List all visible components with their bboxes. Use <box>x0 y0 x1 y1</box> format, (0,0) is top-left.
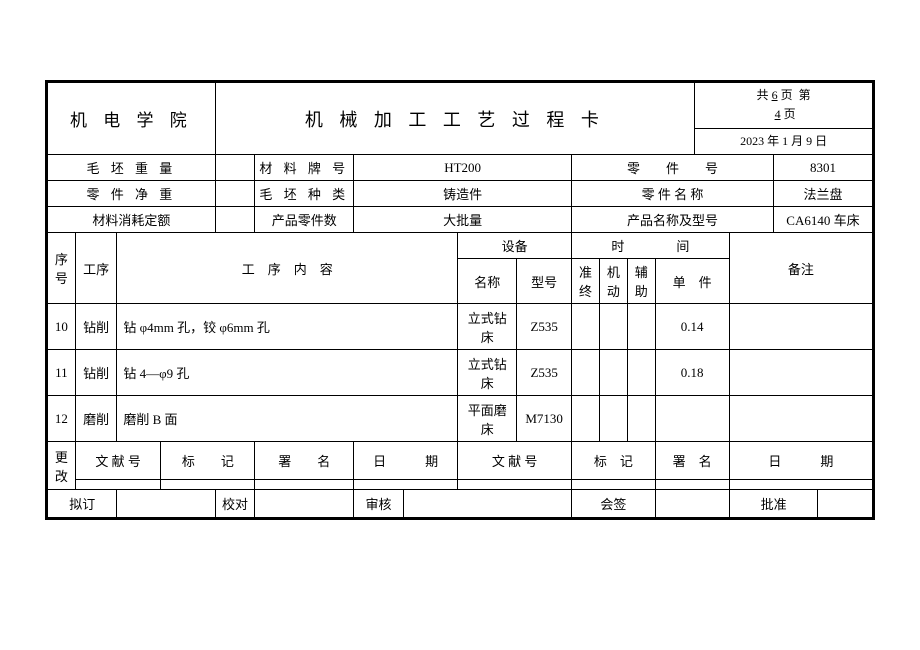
foot-approve-label: 批准 <box>729 490 818 518</box>
col-t1: 准终 <box>572 259 600 304</box>
change-mark-label: 标 记 <box>161 442 255 480</box>
material-code-value: HT200 <box>354 155 572 181</box>
col-equip-model: 型号 <box>517 259 572 304</box>
col-t4: 单 件 <box>655 259 729 304</box>
blank-type-value: 铸造件 <box>354 181 572 207</box>
prod-count-label: 产品零件数 <box>255 207 354 233</box>
foot-draft-label: 拟订 <box>48 490 117 518</box>
foot-cosign-value <box>655 490 729 518</box>
school-name: 机 电 学 院 <box>48 83 216 155</box>
col-seq: 序号 <box>48 233 76 304</box>
net-weight-value <box>215 181 255 207</box>
col-time: 时 间 <box>572 233 730 259</box>
blank-type-label: 毛 坯 种 类 <box>255 181 354 207</box>
prod-model-value: CA6140 车床 <box>773 207 872 233</box>
foot-approve-value <box>818 490 873 518</box>
card-code: 8301 <box>773 155 872 181</box>
foot-proof-value <box>255 490 354 518</box>
change-date2-label: 日 期 <box>729 442 872 480</box>
date: 2023 年 1 月 9 日 <box>695 128 873 154</box>
card-title: 机 械 加 工 工 艺 过 程 卡 <box>215 83 694 155</box>
blank-weight-label: 毛 坯 重 量 <box>48 155 216 181</box>
col-op: 工序 <box>75 233 117 304</box>
foot-review-label: 审核 <box>354 490 404 518</box>
col-content: 工 序 内 容 <box>117 233 458 304</box>
part-no-label: 零 件 号 <box>572 155 774 181</box>
change-date-label: 日 期 <box>354 442 458 480</box>
foot-cosign-label: 会签 <box>572 490 656 518</box>
change-label: 更改 <box>48 442 76 490</box>
prod-model-label: 产品名称及型号 <box>572 207 774 233</box>
blank-weight-value <box>215 155 255 181</box>
col-t3: 辅助 <box>627 259 655 304</box>
net-weight-label: 零 件 净 重 <box>48 181 216 207</box>
change-sign-label: 署 名 <box>255 442 354 480</box>
foot-draft-value <box>117 490 215 518</box>
table-row: 10 钻削 钻 φ4mm 孔，铰 φ6mm 孔 立式钻床 Z535 0.14 <box>48 304 873 350</box>
part-name-label: 零 件 名 称 <box>572 181 774 207</box>
prod-count-value: 大批量 <box>354 207 572 233</box>
material-code-label: 材 料 牌 号 <box>255 155 354 181</box>
consume-value <box>215 207 255 233</box>
process-card: 机 电 学 院 机 械 加 工 工 艺 过 程 卡 共 6 页 第 4 页 20… <box>45 80 875 520</box>
consume-label: 材料消耗定额 <box>48 207 216 233</box>
change-mark2-label: 标 记 <box>572 442 656 480</box>
col-t2: 机动 <box>599 259 627 304</box>
foot-proof-label: 校对 <box>215 490 255 518</box>
change-docno2-label: 文 献 号 <box>458 442 572 480</box>
page-info: 共 6 页 第 4 页 <box>695 83 873 129</box>
col-remark: 备注 <box>729 233 872 304</box>
part-name-value: 法兰盘 <box>773 181 872 207</box>
table-row: 12 磨削 磨削 B 面 平面磨床 M7130 <box>48 396 873 442</box>
change-sign2-label: 署 名 <box>655 442 729 480</box>
change-docno-label: 文 献 号 <box>75 442 161 480</box>
table-row: 11 钻削 钻 4—φ9 孔 立式钻床 Z535 0.18 <box>48 350 873 396</box>
col-equip: 设备 <box>458 233 572 259</box>
col-equip-name: 名称 <box>458 259 517 304</box>
foot-review-value <box>403 490 571 518</box>
